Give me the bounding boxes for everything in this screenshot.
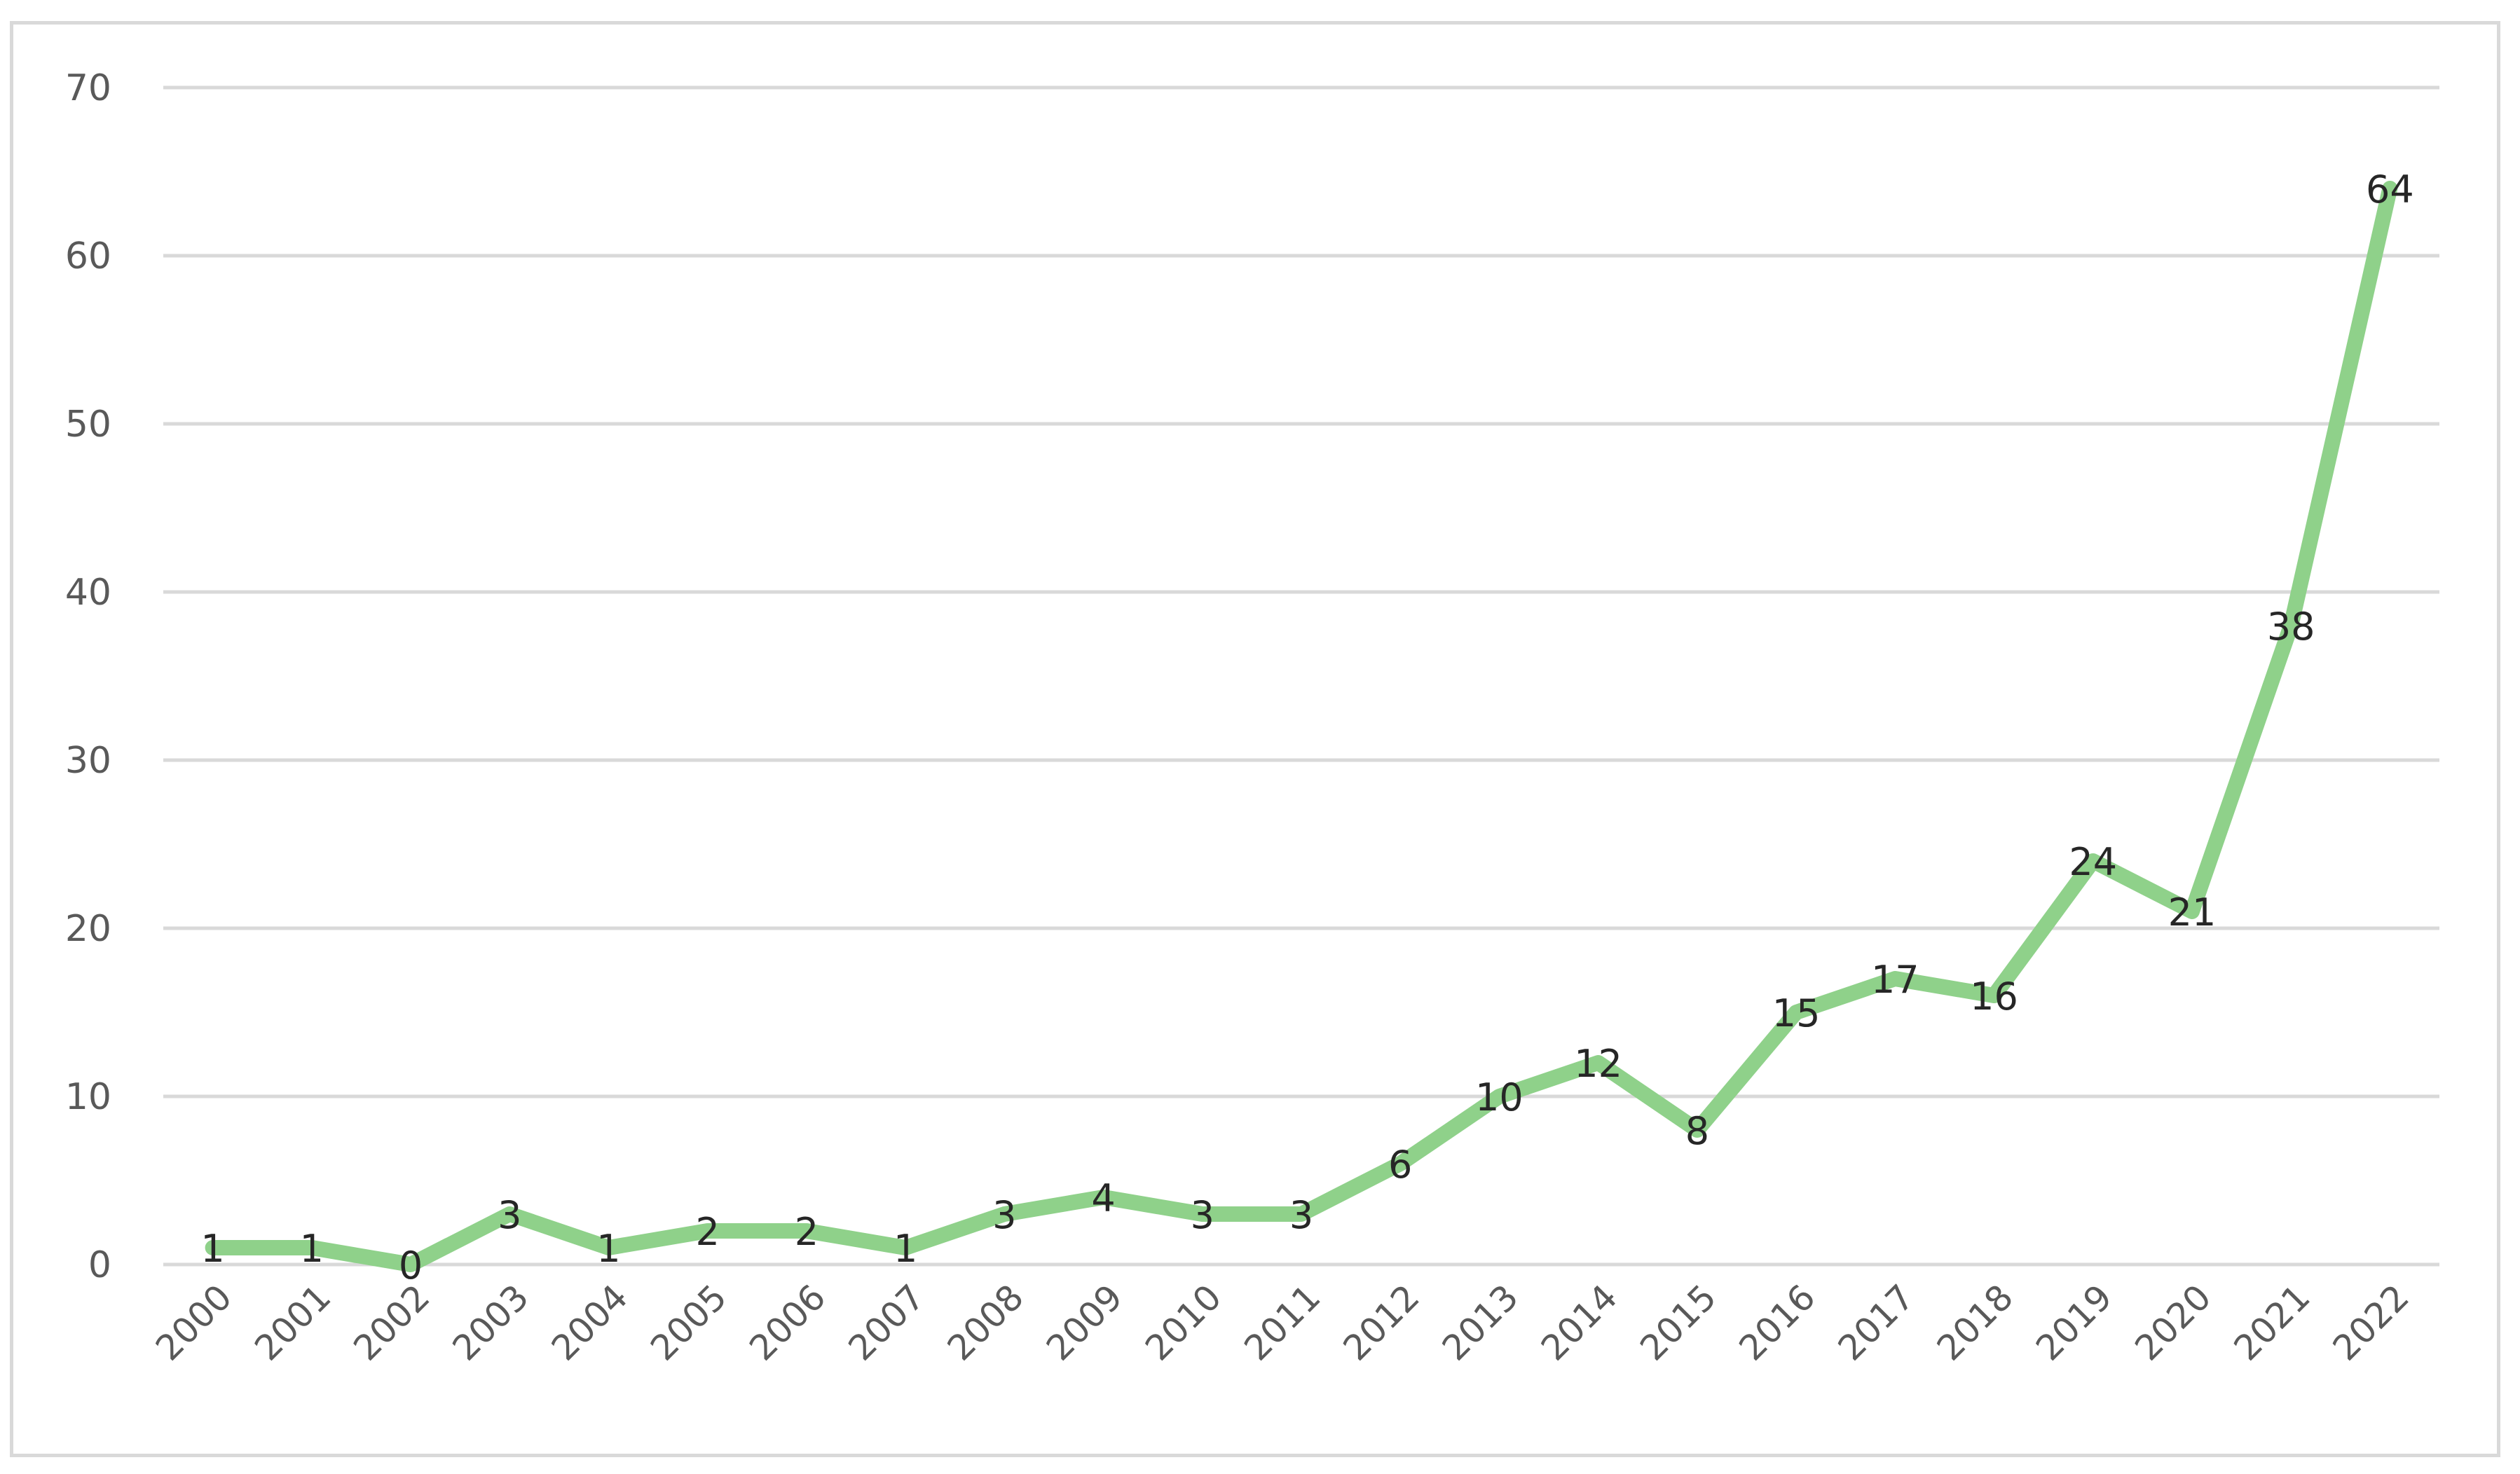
series-line bbox=[205, 181, 2398, 1272]
data-label: 8 bbox=[1685, 1109, 1709, 1153]
x-tick-label: 2017 bbox=[1830, 1276, 1922, 1368]
x-tick-label: 2016 bbox=[1732, 1276, 1823, 1368]
y-axis-ticks: 0 10 20 30 40 50 60 70 bbox=[65, 67, 111, 1286]
data-label: 1 bbox=[200, 1227, 224, 1271]
gridlines bbox=[163, 85, 2439, 1267]
x-tick-label: 2014 bbox=[1533, 1276, 1625, 1368]
data-label: 2 bbox=[696, 1210, 720, 1254]
data-label: 1 bbox=[596, 1227, 620, 1271]
data-label: 17 bbox=[1871, 958, 1919, 1002]
x-tick-label: 2003 bbox=[445, 1276, 537, 1368]
data-label: 1 bbox=[300, 1227, 324, 1271]
data-label: 3 bbox=[1191, 1193, 1214, 1237]
chart-frame: 0 10 20 30 40 50 60 70 2000 2001 2002 2003 2004 2005… bbox=[10, 21, 2500, 1457]
y-tick-label: 50 bbox=[65, 404, 111, 446]
data-label: 6 bbox=[1388, 1143, 1412, 1187]
x-tick-label: 2012 bbox=[1336, 1276, 1427, 1368]
y-tick-label: 20 bbox=[65, 908, 111, 950]
x-tick-label: 2005 bbox=[643, 1276, 734, 1368]
data-label: 0 bbox=[399, 1244, 423, 1288]
data-label: 15 bbox=[1772, 991, 1821, 1035]
data-label: 38 bbox=[2267, 605, 2315, 649]
x-tick-label: 2013 bbox=[1434, 1276, 1526, 1368]
data-label: 12 bbox=[1574, 1042, 1622, 1086]
x-tick-label: 2011 bbox=[1236, 1276, 1328, 1368]
data-label: 16 bbox=[1970, 974, 2018, 1019]
data-label: 3 bbox=[992, 1193, 1016, 1237]
data-label: 10 bbox=[1475, 1075, 1523, 1120]
y-tick-label: 40 bbox=[65, 572, 111, 614]
y-tick-label: 30 bbox=[65, 740, 111, 782]
data-label: 4 bbox=[1091, 1176, 1115, 1220]
data-label: 3 bbox=[498, 1193, 521, 1237]
data-label: 3 bbox=[1289, 1193, 1313, 1237]
x-tick-label: 2010 bbox=[1137, 1276, 1229, 1368]
x-tick-label: 2018 bbox=[1929, 1276, 2021, 1368]
data-label: 64 bbox=[2366, 167, 2414, 212]
data-label: 24 bbox=[2069, 840, 2117, 884]
x-tick-label: 2022 bbox=[2325, 1276, 2417, 1368]
y-tick-label: 10 bbox=[65, 1076, 111, 1118]
data-label: 21 bbox=[2168, 890, 2217, 935]
x-tick-label: 2019 bbox=[2028, 1276, 2120, 1368]
x-tick-label: 2007 bbox=[841, 1276, 933, 1368]
y-tick-label: 60 bbox=[65, 235, 111, 277]
data-label: 1 bbox=[893, 1227, 917, 1271]
y-tick-label: 0 bbox=[88, 1244, 111, 1286]
series-line-path bbox=[205, 181, 2398, 1272]
x-tick-label: 2020 bbox=[2127, 1276, 2219, 1368]
x-tick-label: 2009 bbox=[1039, 1276, 1130, 1368]
x-tick-label: 2008 bbox=[940, 1276, 1032, 1368]
x-axis-ticks: 2000 2001 2002 2003 2004 2005 2006 2007 2008 2009… bbox=[148, 1276, 2417, 1368]
x-tick-label: 2021 bbox=[2226, 1276, 2318, 1368]
x-tick-label: 2000 bbox=[148, 1276, 240, 1368]
x-tick-label: 2004 bbox=[544, 1276, 636, 1368]
y-tick-label: 70 bbox=[65, 67, 111, 109]
x-tick-label: 2015 bbox=[1632, 1276, 1724, 1368]
x-tick-label: 2001 bbox=[247, 1276, 338, 1368]
data-label: 2 bbox=[795, 1210, 819, 1254]
x-tick-label: 2006 bbox=[741, 1276, 833, 1368]
x-tick-label: 2002 bbox=[346, 1276, 438, 1368]
